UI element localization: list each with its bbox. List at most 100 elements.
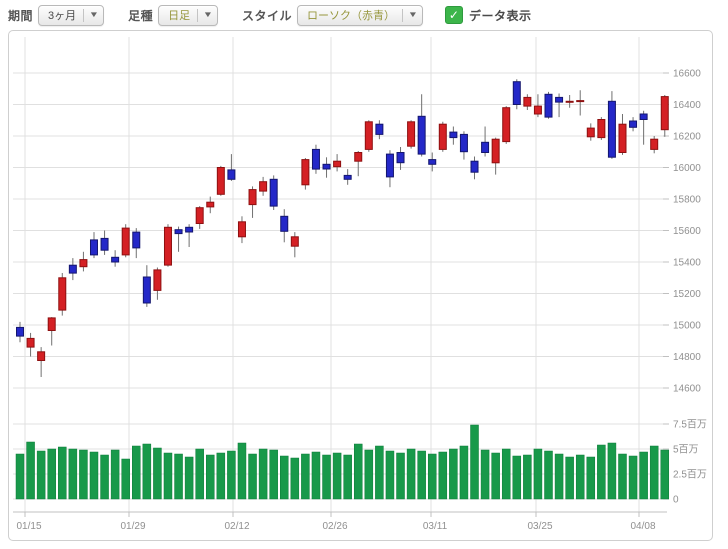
candle-body-up[interactable] [26, 337, 35, 348]
volume-bar[interactable] [618, 453, 627, 500]
data-display-toggle[interactable]: ✓ データ表示 [444, 6, 532, 24]
volume-bar[interactable] [438, 451, 448, 500]
candle-body-down[interactable] [185, 226, 194, 233]
volume-bar[interactable] [269, 449, 278, 500]
checkbox-checked-icon[interactable]: ✓ [444, 6, 463, 24]
volume-bar[interactable] [639, 451, 648, 500]
volume-bar[interactable] [301, 453, 310, 500]
volume-bar[interactable] [132, 445, 141, 500]
volume-bar[interactable] [575, 454, 585, 500]
volume-bar[interactable] [322, 454, 331, 500]
candle-body-down[interactable] [322, 163, 331, 170]
volume-bar[interactable] [237, 442, 247, 500]
candle-body-up[interactable] [533, 105, 542, 115]
candle-body-down[interactable] [111, 256, 120, 263]
candle-body-down[interactable] [449, 131, 458, 139]
volume-bar[interactable] [396, 452, 405, 500]
volume-bar[interactable] [258, 448, 268, 500]
candle-body-down[interactable] [385, 153, 394, 178]
candle-body-down[interactable] [269, 178, 278, 207]
volume-bar[interactable] [26, 441, 35, 500]
candle-body-up[interactable] [237, 221, 246, 238]
candle-body-down[interactable] [280, 215, 289, 232]
volume-bar[interactable] [660, 449, 670, 500]
candle-body-down[interactable] [459, 133, 468, 153]
candle-body-up[interactable] [650, 138, 659, 150]
candle-body-up[interactable] [597, 119, 606, 139]
volume-bar[interactable] [385, 450, 395, 500]
candle-body-down[interactable] [607, 100, 616, 158]
volume-bar[interactable] [216, 452, 226, 500]
volume-bar[interactable] [332, 452, 342, 500]
candle-body-up[interactable] [153, 269, 162, 291]
candle-body-down[interactable] [89, 239, 98, 256]
volume-bar[interactable] [406, 448, 416, 500]
volume-bar[interactable] [523, 454, 532, 500]
candle-body-up[interactable] [301, 159, 310, 186]
volume-bar[interactable] [47, 448, 56, 500]
candle-body-up[interactable] [618, 123, 627, 153]
candle-body-down[interactable] [16, 326, 24, 337]
candle-body-down[interactable] [68, 264, 77, 274]
volume-bar[interactable] [459, 445, 469, 500]
candle-body-down[interactable] [142, 276, 151, 304]
period-select[interactable]: 3ヶ月 ▼ [38, 4, 105, 26]
candle-body-up[interactable] [523, 96, 532, 107]
volume-bar[interactable] [68, 448, 78, 500]
volume-bar[interactable] [427, 453, 437, 500]
volume-bar[interactable] [417, 450, 426, 500]
volume-bar[interactable] [565, 456, 574, 500]
volume-bar[interactable] [290, 457, 300, 500]
candle-body-down[interactable] [481, 141, 490, 154]
candle-body-up[interactable] [195, 207, 204, 224]
candle-body-up[interactable] [47, 317, 56, 331]
volume-bar[interactable] [153, 447, 162, 500]
volume-bar[interactable] [110, 449, 120, 500]
volume-bar[interactable] [480, 449, 490, 500]
candle-body-down[interactable] [227, 169, 236, 180]
candle-body-down[interactable] [417, 115, 426, 155]
volume-bar[interactable] [121, 458, 130, 500]
candle-body-up[interactable] [660, 96, 669, 131]
volume-bar[interactable] [280, 455, 289, 500]
candle-body-up[interactable] [163, 226, 172, 266]
candle-body-up[interactable] [438, 123, 447, 150]
volume-bar[interactable] [343, 454, 352, 500]
candle-body-up[interactable] [364, 121, 373, 150]
candle-body-down[interactable] [375, 123, 384, 135]
candle-body-up[interactable] [565, 100, 574, 103]
candle-body-up[interactable] [290, 236, 299, 247]
volume-bar[interactable] [607, 442, 617, 500]
volume-bar[interactable] [58, 446, 67, 500]
candle-body-down[interactable] [132, 231, 141, 249]
volume-bar[interactable] [449, 448, 458, 500]
volume-bar[interactable] [100, 454, 109, 500]
volume-bar[interactable] [597, 444, 606, 500]
candle-body-up[interactable] [37, 351, 46, 361]
volume-bar[interactable] [89, 451, 99, 500]
candle-body-down[interactable] [555, 96, 564, 103]
candle-body-up[interactable] [407, 121, 416, 147]
volume-bar[interactable] [195, 448, 204, 500]
candle-body-up[interactable] [576, 100, 585, 103]
candlestick-chart-panel[interactable]: 16600 16400 16200 16000 15800 15600 15400 15200… [8, 30, 713, 541]
candle-body-down[interactable] [470, 160, 479, 173]
volume-bar[interactable] [491, 452, 500, 500]
volume-bar[interactable] [36, 450, 46, 500]
volume-bar[interactable] [628, 455, 638, 500]
volume-bar[interactable] [163, 452, 173, 500]
candle-body-down[interactable] [396, 152, 405, 164]
volume-bar[interactable] [184, 456, 194, 500]
candle-body-up[interactable] [502, 107, 511, 143]
volume-bar[interactable] [533, 448, 543, 500]
volume-bar[interactable] [470, 424, 479, 500]
candle-body-up[interactable] [79, 259, 88, 268]
volume-bar[interactable] [586, 456, 596, 500]
volume-bar[interactable] [544, 450, 553, 500]
candle-body-down[interactable] [639, 113, 648, 120]
candlestick-volume-chart[interactable]: 16600 16400 16200 16000 15800 15600 15400 15200… [9, 31, 712, 540]
volume-bar[interactable] [353, 443, 363, 500]
candle-body-up[interactable] [121, 227, 130, 256]
candle-body-down[interactable] [100, 237, 109, 251]
volume-bar[interactable] [512, 455, 522, 500]
